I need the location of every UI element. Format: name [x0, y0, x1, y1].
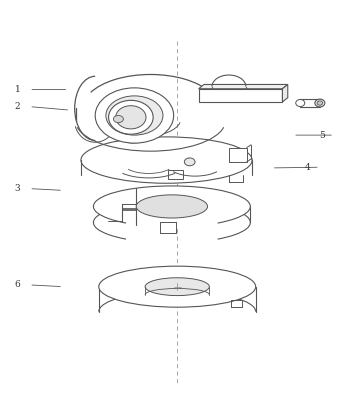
Text: 3: 3 — [15, 184, 20, 193]
Polygon shape — [199, 89, 282, 102]
Ellipse shape — [113, 116, 124, 123]
Ellipse shape — [93, 186, 250, 227]
Ellipse shape — [315, 99, 325, 107]
Text: 4: 4 — [305, 163, 311, 172]
Ellipse shape — [108, 100, 153, 134]
Text: 5: 5 — [319, 131, 325, 139]
Polygon shape — [168, 170, 183, 178]
Ellipse shape — [317, 101, 323, 105]
Polygon shape — [229, 147, 247, 162]
Ellipse shape — [99, 266, 256, 307]
Ellipse shape — [95, 88, 174, 143]
Polygon shape — [199, 84, 288, 89]
Polygon shape — [282, 84, 288, 102]
Ellipse shape — [106, 96, 163, 135]
Text: 6: 6 — [15, 281, 20, 289]
Text: 2: 2 — [15, 102, 20, 111]
Ellipse shape — [145, 278, 209, 296]
Ellipse shape — [296, 100, 305, 107]
Ellipse shape — [184, 158, 195, 166]
Ellipse shape — [81, 137, 252, 183]
Ellipse shape — [116, 106, 146, 129]
Text: 1: 1 — [15, 85, 20, 94]
Ellipse shape — [136, 195, 208, 218]
